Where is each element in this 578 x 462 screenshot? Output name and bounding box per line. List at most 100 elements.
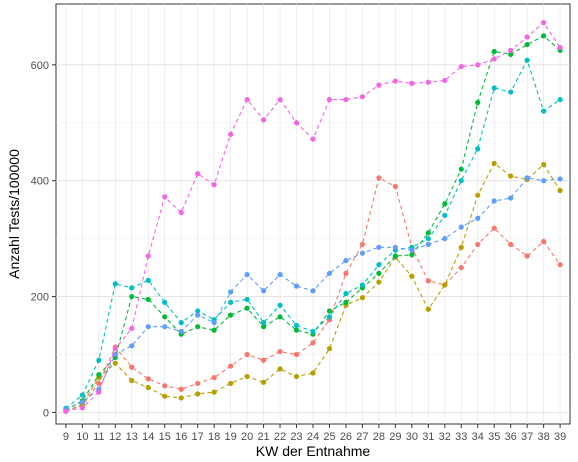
data-point: [211, 182, 217, 188]
data-point: [541, 33, 547, 39]
data-point: [376, 279, 382, 285]
data-point: [326, 314, 333, 320]
data-point: [409, 252, 415, 258]
data-point: [277, 314, 283, 320]
data-point: [96, 357, 102, 363]
data-point: [475, 215, 481, 221]
data-point: [310, 288, 316, 294]
data-point: [211, 375, 217, 381]
data-point: [541, 178, 547, 184]
data-point: [79, 405, 85, 411]
data-point: [508, 89, 514, 95]
data-point: [557, 187, 563, 194]
data-point: [557, 44, 563, 51]
data-point: [195, 312, 201, 318]
data-point: [442, 282, 448, 288]
y-tick-label: 200: [31, 292, 49, 304]
x-tick-label: 26: [340, 431, 352, 443]
x-tick-label: 13: [126, 431, 138, 443]
data-point: [458, 244, 464, 250]
data-point: [425, 236, 431, 242]
data-point: [129, 293, 135, 300]
data-point: [145, 384, 151, 391]
data-point: [475, 192, 481, 198]
x-tick-label: 35: [488, 431, 500, 443]
data-point: [491, 160, 497, 166]
data-point: [458, 166, 464, 172]
y-tick-label: 600: [31, 60, 49, 72]
x-tick-label: 37: [521, 431, 533, 443]
data-point: [96, 372, 102, 378]
x-tick-label: 20: [241, 431, 253, 443]
data-point: [359, 282, 366, 288]
data-point: [178, 209, 184, 216]
data-point: [162, 324, 168, 330]
data-point: [557, 176, 563, 182]
data-point: [129, 285, 135, 291]
data-point: [508, 173, 514, 179]
data-point: [491, 85, 497, 91]
x-tick-label: 39: [554, 431, 566, 443]
x-tick-label: 14: [142, 431, 154, 443]
data-point: [310, 328, 316, 334]
data-point: [244, 305, 250, 311]
data-point: [392, 78, 398, 84]
data-point: [508, 47, 514, 53]
x-tick-label: 29: [389, 431, 401, 443]
data-point: [524, 41, 530, 48]
data-point: [228, 312, 234, 318]
data-point: [112, 346, 118, 352]
data-point: [376, 270, 382, 276]
data-point: [293, 322, 300, 329]
data-point: [326, 270, 333, 276]
data-point: [211, 327, 217, 333]
data-point: [425, 79, 431, 85]
data-point: [145, 324, 151, 330]
data-point: [491, 225, 497, 231]
data-point: [475, 241, 481, 248]
data-point: [195, 308, 201, 314]
data-point: [425, 306, 431, 312]
data-point: [425, 230, 431, 236]
data-point: [541, 19, 547, 26]
data-point: [277, 271, 283, 278]
data-point: [376, 82, 382, 88]
data-point: [293, 327, 300, 333]
data-point: [260, 288, 267, 294]
x-tick-label: 24: [307, 431, 319, 443]
x-tick-label: 32: [439, 431, 451, 443]
data-point: [376, 244, 382, 250]
data-point: [326, 96, 333, 103]
data-point: [195, 391, 201, 397]
data-point: [228, 380, 234, 387]
data-point: [244, 296, 250, 303]
data-point: [524, 57, 530, 63]
data-point: [277, 96, 283, 103]
x-tick-label: 15: [159, 431, 171, 443]
data-point: [458, 178, 464, 184]
data-point: [145, 296, 151, 303]
data-point: [491, 56, 497, 62]
data-point: [63, 408, 69, 414]
data-point: [228, 289, 234, 295]
x-tick-label: 28: [373, 431, 385, 443]
data-point: [195, 324, 201, 330]
data-point: [491, 198, 497, 204]
data-point: [458, 63, 464, 70]
x-tick-label: 30: [406, 431, 418, 443]
data-point: [145, 277, 151, 283]
data-point: [129, 343, 135, 349]
data-point: [475, 99, 481, 106]
data-point: [96, 389, 102, 395]
data-point: [260, 117, 267, 123]
data-point: [343, 270, 349, 276]
data-point: [326, 346, 333, 352]
data-point: [293, 283, 300, 289]
data-point: [178, 328, 184, 334]
x-tick-label: 33: [455, 431, 467, 443]
data-point: [425, 278, 431, 284]
x-tick-label: 27: [356, 431, 368, 443]
data-point: [244, 351, 250, 358]
data-point: [310, 370, 316, 376]
